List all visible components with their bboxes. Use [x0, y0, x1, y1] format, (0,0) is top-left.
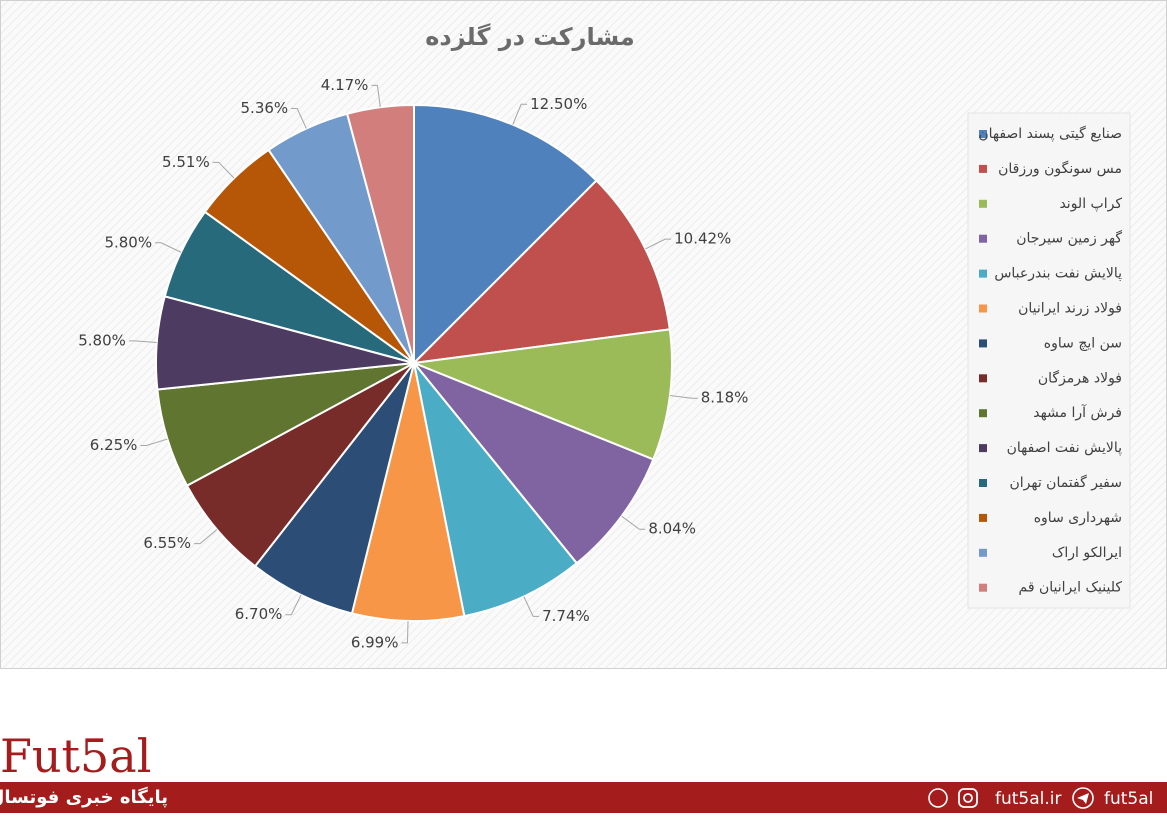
legend-box	[967, 112, 1131, 609]
legend-marker	[979, 479, 987, 487]
legend-label: کلینیک ایرانیان قم	[1019, 580, 1123, 596]
legend-label: ایرالکو اراک	[1052, 545, 1122, 561]
legend-marker	[979, 409, 987, 418]
legend-label: شهرداری ساوه	[1034, 510, 1122, 526]
legend-label: سفیر گفتمان تهران	[1009, 474, 1122, 491]
legend-label: فرش آرا مشهد	[1033, 404, 1122, 421]
legend-label: گهر زمین سیرجان	[1016, 230, 1122, 247]
leader-line	[128, 340, 157, 344]
data-label: 12.50%	[530, 95, 587, 113]
legend-marker	[979, 374, 987, 383]
leader-line	[291, 108, 307, 129]
data-label: 4.17%	[321, 76, 369, 94]
data-label: 6.99%	[351, 633, 399, 651]
tagline: پایگاه خبری فوتسال	[0, 786, 168, 808]
legend-marker	[979, 199, 987, 208]
leader-line	[512, 103, 528, 125]
data-label: 5.80%	[78, 331, 126, 349]
site-link[interactable]: fut5al.ir	[995, 789, 1062, 809]
leader-line	[401, 620, 409, 644]
leader-line	[285, 594, 302, 616]
legend-label: پالایش نفت بندرعباس	[994, 266, 1122, 282]
legend-label: پالایش نفت اصفهان	[1007, 440, 1122, 456]
data-label: 8.04%	[648, 520, 696, 538]
legend-marker	[979, 548, 987, 557]
chart-title: مشارکت در گلزده	[425, 23, 634, 51]
legend-label: فولاد زرند ایرانیان	[1018, 301, 1122, 317]
leader-line	[140, 438, 168, 447]
leader-line	[523, 596, 540, 617]
legend-label: کراپ الوند	[1059, 196, 1122, 212]
leader-line	[212, 161, 235, 179]
legend-label: سن ایچ ساوه	[1044, 335, 1122, 351]
data-label: 8.18%	[701, 389, 749, 407]
legend-label: مس سونگون ورزقان	[998, 160, 1122, 177]
legend-marker	[979, 164, 987, 173]
handle-link[interactable]: fut5al	[1104, 789, 1153, 809]
leader-line	[669, 394, 698, 399]
slice	[350, 362, 466, 622]
globe-icon	[928, 788, 948, 808]
data-label: 6.55%	[143, 534, 191, 552]
telegram-icon	[1072, 787, 1094, 809]
legend-label: صنایع گیتی پسند اصفهان	[978, 125, 1122, 142]
leader-line	[645, 238, 672, 250]
telegram-icon-plane	[1077, 793, 1089, 804]
logo: Fut5al	[0, 729, 151, 783]
data-label: 5.51%	[162, 153, 210, 171]
leader-line	[155, 242, 182, 253]
slice	[253, 362, 415, 615]
legend-marker	[979, 269, 987, 278]
leader-line	[194, 529, 218, 545]
data-label: 5.80%	[104, 233, 152, 251]
footer-bar	[0, 782, 1167, 813]
instagram-icon-lens	[963, 793, 973, 803]
slice	[411, 179, 671, 365]
data-label: 6.70%	[235, 605, 283, 623]
legend-marker	[979, 513, 987, 522]
legend-marker	[979, 234, 987, 243]
leader-line	[371, 84, 381, 108]
instagram-icon	[958, 788, 978, 808]
legend-marker	[979, 583, 987, 592]
legend-marker	[979, 304, 987, 313]
legend-marker	[979, 339, 987, 348]
legend-label: فولاد هرمزگان	[1038, 369, 1122, 386]
legend-marker	[979, 130, 987, 138]
data-label: 5.36%	[241, 99, 289, 117]
slice	[413, 103, 598, 366]
data-label: 10.42%	[674, 230, 731, 248]
data-label: 6.25%	[90, 436, 138, 454]
leader-line	[621, 515, 646, 530]
legend-marker	[979, 444, 987, 453]
data-label: 7.74%	[542, 607, 590, 625]
